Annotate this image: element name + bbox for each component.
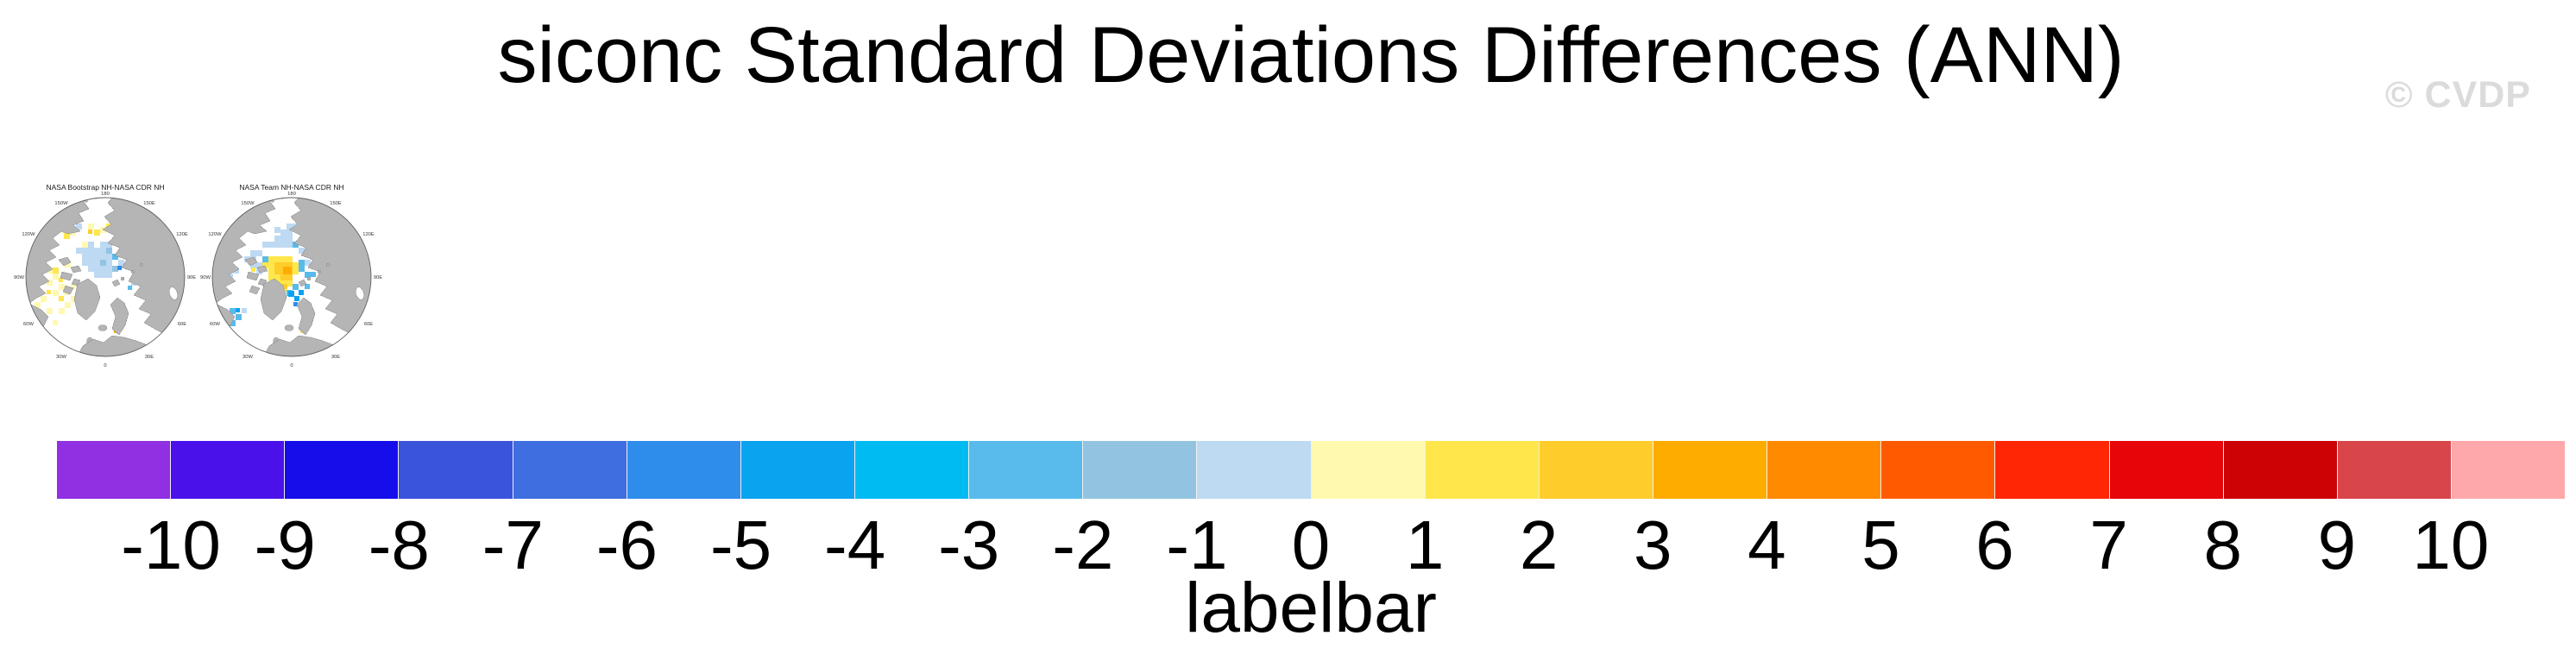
labelbar-swatches	[57, 441, 2566, 499]
labelbar-tick: 8	[2203, 507, 2242, 583]
lon-label: 60W	[23, 322, 34, 327]
polar-map-nasa-bootstrap: NASA Bootstrap NH-NASA CDR NH 180 150W 150…	[14, 183, 196, 368]
labelbar-ticks: -10 -9 -8 -7 -6 -5 -4 -3 -2 -1 0 1 2 3 4 5 6 7 8 9 10	[57, 511, 2565, 580]
labelbar-tick: 0	[1291, 507, 1331, 583]
lon-label: 90E	[374, 275, 382, 280]
page-title: siconc Standard Deviations Differences (…	[497, 11, 2125, 99]
map-boundary-circle	[25, 197, 186, 357]
labelbar-swatch	[171, 441, 286, 499]
labelbar-tick: 9	[2317, 507, 2357, 583]
lon-label: 90W	[14, 275, 24, 280]
labelbar-swatch	[513, 441, 627, 499]
labelbar-swatch	[1425, 441, 1540, 499]
lon-label: 90W	[200, 275, 211, 280]
lon-label: 30W	[242, 355, 253, 360]
lon-label: 150W	[241, 201, 255, 206]
map-panel-title: NASA Bootstrap NH-NASA CDR NH	[47, 183, 165, 192]
labelbar-tick: -10	[121, 507, 221, 583]
labelbar-tick: -6	[595, 507, 658, 583]
labelbar-swatch	[399, 441, 513, 499]
lon-label: 120W	[208, 232, 222, 237]
labelbar-swatch	[1311, 441, 1426, 499]
labelbar-swatch	[57, 441, 172, 499]
labelbar-tick: -4	[824, 507, 886, 583]
labelbar-swatch	[1197, 441, 1312, 499]
labelbar-title: labelbar	[1185, 569, 1437, 647]
lon-label: 60E	[178, 322, 186, 327]
labelbar-tick: -8	[368, 507, 430, 583]
lon-label: 120E	[176, 232, 188, 237]
cvdp-watermark: © CVDP	[2384, 74, 2531, 116]
labelbar-tick: 5	[1861, 507, 1900, 583]
labelbar-tick: -7	[482, 507, 544, 583]
lon-label: 60W	[210, 322, 220, 327]
lon-label: 150E	[143, 201, 155, 206]
labelbar-swatch	[969, 441, 1084, 499]
labelbar-tick: -2	[1052, 507, 1114, 583]
labelbar-swatch	[1995, 441, 2110, 499]
labelbar-swatch	[1767, 441, 1882, 499]
polar-map-nasa-team: NASA Team NH-NASA CDR NH 180 150W 150E 120W…	[200, 183, 382, 368]
labelbar-swatch	[2109, 441, 2224, 499]
lon-label: 90E	[187, 275, 196, 280]
labelbar-swatch	[2451, 441, 2566, 499]
map-panel-title: NASA Team NH-NASA CDR NH	[239, 183, 343, 192]
map-boundary-circle	[211, 197, 372, 357]
longitude-labels: 180 150W 150E 120W 120E 90W 90E 60W 60E 30W 30E 0	[200, 192, 382, 368]
labelbar-swatch	[2337, 441, 2452, 499]
lon-label: 0	[290, 363, 293, 368]
labelbar-tick: 1	[1405, 507, 1445, 583]
lon-label: 180	[101, 192, 110, 197]
labelbar-swatch	[285, 441, 400, 499]
labelbar-tick: 7	[2089, 507, 2128, 583]
labelbar-tick: 2	[1519, 507, 1559, 583]
lon-label: 0	[104, 363, 106, 368]
lon-label: 150E	[330, 201, 342, 206]
lon-label: 120E	[362, 232, 375, 237]
labelbar-tick: 3	[1634, 507, 1672, 583]
lon-label: 150W	[54, 201, 68, 206]
labelbar-tick: 10	[2412, 507, 2490, 583]
lon-label: 180	[287, 192, 296, 197]
labelbar-swatch	[2223, 441, 2338, 499]
labelbar-swatch	[1881, 441, 1996, 499]
lon-label: 60E	[364, 322, 373, 327]
labelbar-swatch	[1083, 441, 1198, 499]
labelbar-tick: -5	[709, 507, 772, 583]
labelbar-swatch	[1539, 441, 1653, 499]
labelbar-swatch	[854, 441, 970, 499]
longitude-labels: 180 150W 150E 120W 120E 90W 90E 60W 60E 30W 30E 0	[14, 192, 196, 368]
labelbar-swatch	[1653, 441, 1768, 499]
lon-label: 120W	[22, 232, 35, 237]
lon-label: 30E	[145, 355, 154, 360]
labelbar-tick: -1	[1166, 507, 1228, 583]
labelbar-swatch	[740, 441, 855, 499]
lon-label: 30W	[56, 355, 66, 360]
labelbar-swatch	[627, 441, 741, 499]
lon-label: 30E	[331, 355, 340, 360]
labelbar-tick: -9	[254, 507, 316, 583]
labelbar-tick: 4	[1748, 507, 1786, 583]
labelbar-tick: -3	[938, 507, 1000, 583]
labelbar-tick: 6	[1975, 507, 2014, 583]
